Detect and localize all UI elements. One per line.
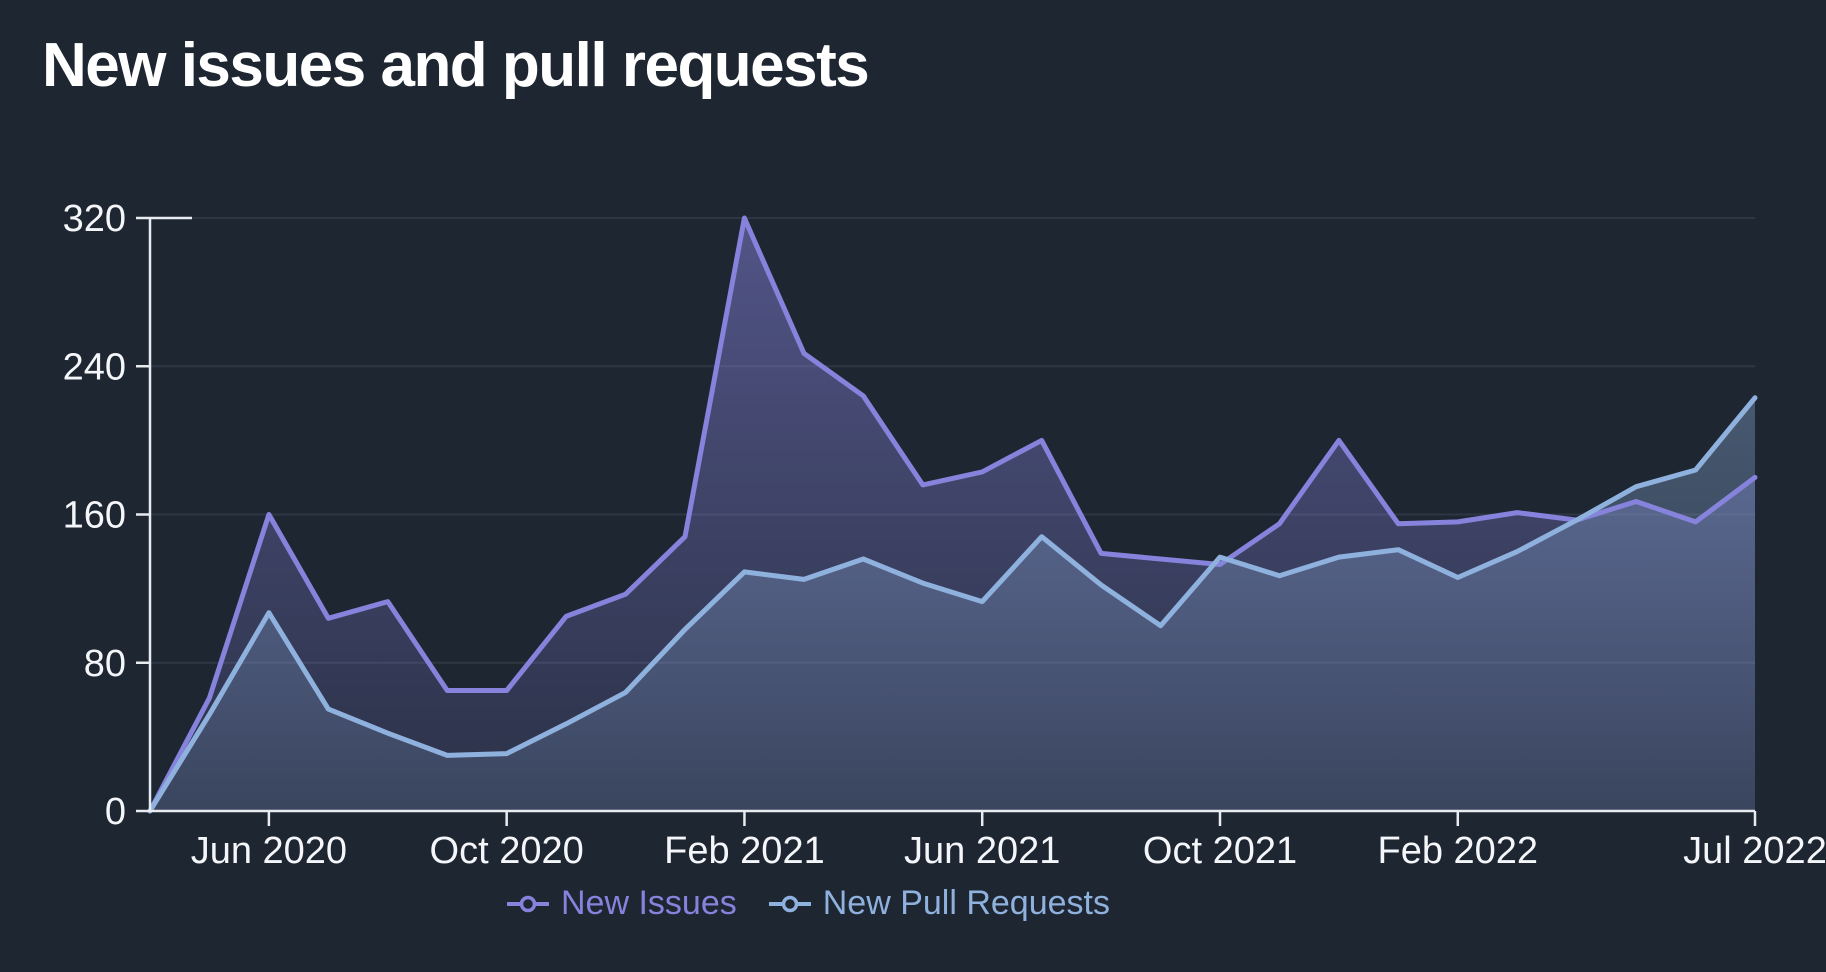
y-tick-label-240: 240 [63,346,126,388]
new-issues-line [147,215,1758,814]
x-tick-label: Oct 2021 [1143,830,1297,872]
y-tick-label-160: 160 [63,495,126,537]
line-circle-marker-icon [507,895,549,912]
x-tick-label: Jun 2020 [191,830,347,872]
legend-item-new-issues[interactable]: New Issues [505,884,737,923]
y-tick-label-320: 320 [63,198,126,240]
x-tick-label: Oct 2020 [430,830,584,872]
legend-label-new-issues: New Issues [561,884,737,922]
new-pull-requests-line [147,395,1758,814]
y-tick-label-80: 80 [84,643,126,685]
y-tick-label-0: 0 [105,791,126,833]
page-title: New issues and pull requests [42,31,870,100]
x-tick-label: Jun 2021 [904,830,1060,872]
chart-legend: New Issues New Pull Requests [505,884,1110,923]
x-tick-label: Feb 2022 [1377,830,1538,872]
x-tick-label: Feb 2021 [664,830,825,872]
legend-label-new-pull-requests: New Pull Requests [822,884,1110,922]
new-pull-requests-area [150,397,1755,811]
legend-item-new-pull-requests[interactable]: New Pull Requests [767,884,1110,923]
x-tick-label: Jul 2022 [1683,830,1826,872]
line-circle-marker-icon [768,895,811,912]
